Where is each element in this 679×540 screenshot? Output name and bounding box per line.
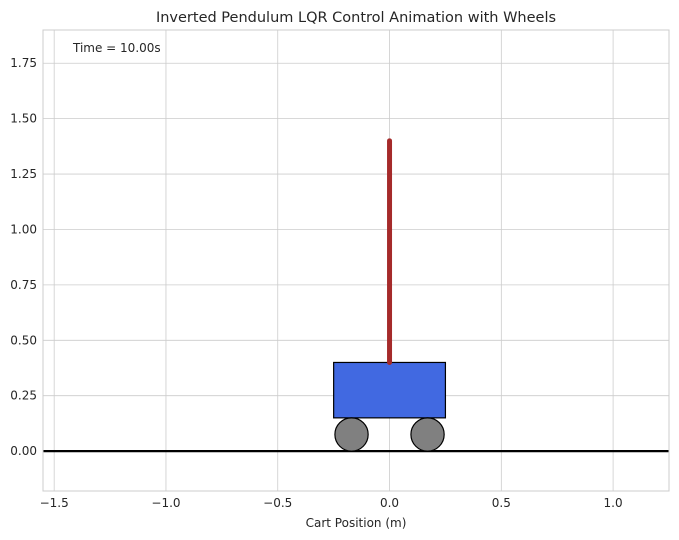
axes-frame — [42, 29, 670, 492]
y-tick-label: 1.00 — [10, 222, 37, 236]
y-tick-label: 0.50 — [10, 333, 37, 347]
cart-wheel — [410, 417, 445, 452]
time-annotation: Time = 10.00s — [72, 41, 161, 55]
y-tick-label: 1.50 — [10, 112, 37, 126]
cart-layer — [333, 138, 447, 452]
y-axis-ticks: 0.00 0.25 0.50 0.75 1.00 1.25 1.50 1.75 — [10, 56, 37, 458]
x-axis-ticks: −1.5 −1.0 −0.5 0.0 0.5 1.0 — [40, 496, 623, 510]
x-tick-label: 0.5 — [492, 496, 511, 510]
y-tick-label: 0.75 — [10, 278, 37, 292]
cart-body — [333, 361, 447, 419]
x-tick-label: −0.5 — [263, 496, 292, 510]
x-axis-label: Cart Position (m) — [306, 516, 407, 530]
y-tick-label: 0.00 — [10, 444, 37, 458]
axes-frame-border — [42, 29, 670, 492]
x-tick-label: −1.0 — [151, 496, 180, 510]
x-tick-label: 1.0 — [604, 496, 623, 510]
y-tick-label: 1.25 — [10, 167, 37, 181]
y-tick-label: 1.75 — [10, 56, 37, 70]
x-tick-label: −1.5 — [40, 496, 69, 510]
y-tick-label: 0.25 — [10, 389, 37, 403]
cart-wheel — [334, 417, 369, 452]
chart-title: Inverted Pendulum LQR Control Animation … — [156, 10, 556, 26]
x-tick-label: 0.0 — [380, 496, 399, 510]
